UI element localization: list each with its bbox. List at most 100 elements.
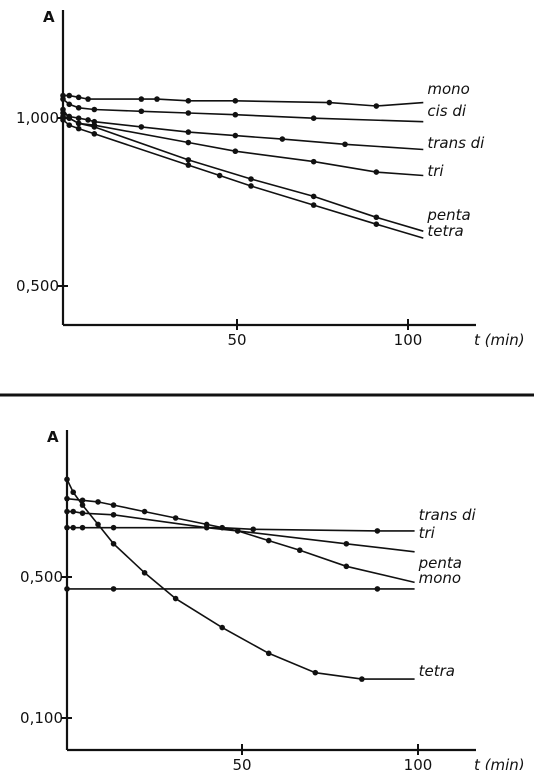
series-line-tetra — [66, 478, 415, 680]
data-point-penta — [66, 115, 73, 122]
data-point-tri — [110, 511, 117, 518]
data-point-penta — [265, 537, 272, 544]
data-point-penta — [141, 508, 148, 515]
x-tick-label: 50 — [227, 331, 246, 349]
data-point-tetra — [110, 540, 117, 547]
y-tick-label: 1,000 — [16, 109, 59, 127]
data-point-trans-di — [138, 124, 145, 130]
data-point-tetra — [172, 595, 179, 602]
data-point-trans-di — [250, 526, 257, 533]
data-point-penta — [343, 563, 350, 570]
data-point-tetra — [312, 669, 319, 676]
data-point-trans-di — [70, 524, 77, 531]
data-point-tri — [343, 540, 350, 547]
data-point-penta — [373, 214, 380, 221]
y-tick-label: 0,500 — [20, 568, 63, 586]
x-tick-label: 50 — [232, 756, 251, 770]
series-label-cis-di: cis di — [427, 102, 467, 120]
data-point-cis-di — [60, 96, 66, 102]
data-point-tetra — [66, 122, 73, 128]
x-axis-label: t (min) — [474, 331, 525, 349]
series-line-mono — [63, 94, 424, 107]
data-point-penta — [64, 495, 70, 502]
data-point-trans-di — [75, 115, 82, 122]
data-point-trans-di — [232, 132, 239, 139]
series-label-tri: tri — [427, 162, 444, 180]
data-point-tri — [373, 169, 380, 175]
series-line-penta — [66, 497, 415, 584]
data-point-mono — [374, 586, 381, 592]
data-point-penta — [203, 521, 210, 528]
data-point-penta — [60, 106, 66, 113]
data-point-tetra — [95, 521, 101, 528]
data-point-mono — [326, 99, 333, 106]
data-point-penta — [234, 528, 241, 534]
y-tick-label: 0,100 — [20, 709, 63, 727]
data-point-penta — [310, 193, 317, 200]
series-line-trans-di — [67, 526, 415, 532]
data-point-penta — [91, 124, 98, 130]
data-point-cis-di — [75, 104, 82, 111]
data-point-trans-di — [342, 141, 348, 148]
data-point-tetra — [141, 569, 148, 576]
series-label-mono: mono — [427, 80, 469, 98]
series-line-cis-di — [62, 98, 424, 123]
data-point-trans-di — [85, 117, 91, 123]
x-tick-label: 100 — [404, 756, 433, 770]
series-line-tetra — [62, 119, 424, 239]
data-point-cis-di — [310, 115, 317, 122]
data-point-tetra — [91, 131, 98, 137]
series-label-tri: tri — [419, 524, 436, 542]
y-axis-label: A — [47, 428, 59, 446]
data-point-trans-di — [64, 524, 70, 531]
y-axis-label: A — [43, 8, 55, 26]
data-point-mono — [373, 103, 380, 109]
data-point-penta — [248, 176, 254, 182]
x-tick-label: 100 — [394, 331, 423, 349]
data-point-mono — [66, 92, 73, 99]
data-point-tetra — [79, 502, 86, 508]
data-point-mono — [85, 96, 91, 102]
data-point-tetra — [310, 202, 317, 208]
data-point-tri — [79, 510, 86, 516]
series-label-tetra: tetra — [419, 662, 455, 680]
data-point-trans-di — [279, 136, 286, 142]
data-point-mono — [64, 586, 70, 592]
data-point-trans-di — [185, 129, 192, 135]
data-point-mono — [154, 96, 160, 102]
data-point-tetra — [248, 183, 254, 189]
data-point-tetra — [216, 172, 223, 179]
data-point-penta — [185, 157, 192, 163]
y-tick-label: 0,500 — [16, 277, 59, 295]
data-point-penta — [296, 547, 303, 554]
data-point-tetra — [60, 117, 66, 123]
data-point-penta — [75, 120, 82, 127]
data-point-tetra — [219, 624, 225, 631]
data-point-cis-di — [66, 101, 73, 108]
data-point-tetra — [359, 676, 365, 682]
data-point-cis-di — [91, 106, 98, 113]
data-point-mono — [75, 94, 82, 101]
chart-panel-top: At (min) 50 100 1,000 0,500 mono cis di trans d… — [16, 8, 525, 349]
data-point-cis-di — [185, 110, 192, 116]
series-line-trans-di — [62, 112, 424, 151]
data-point-mono — [232, 98, 239, 104]
data-point-tri — [232, 148, 239, 155]
data-point-penta — [172, 515, 179, 521]
x-axis-label: t (min) — [474, 756, 525, 770]
data-point-penta — [79, 497, 86, 504]
series-label-trans-di: trans di — [427, 134, 485, 152]
data-point-mono — [138, 96, 145, 102]
data-point-tri — [310, 158, 317, 165]
data-point-mono — [110, 586, 117, 592]
data-point-tetra — [64, 476, 70, 483]
data-point-cis-di — [138, 108, 145, 115]
data-point-tetra — [185, 162, 192, 168]
data-point-tetra — [265, 650, 272, 657]
data-point-trans-di — [110, 524, 117, 531]
data-point-tri — [70, 508, 77, 515]
data-point-trans-di — [374, 528, 381, 534]
data-point-tetra — [75, 125, 82, 132]
